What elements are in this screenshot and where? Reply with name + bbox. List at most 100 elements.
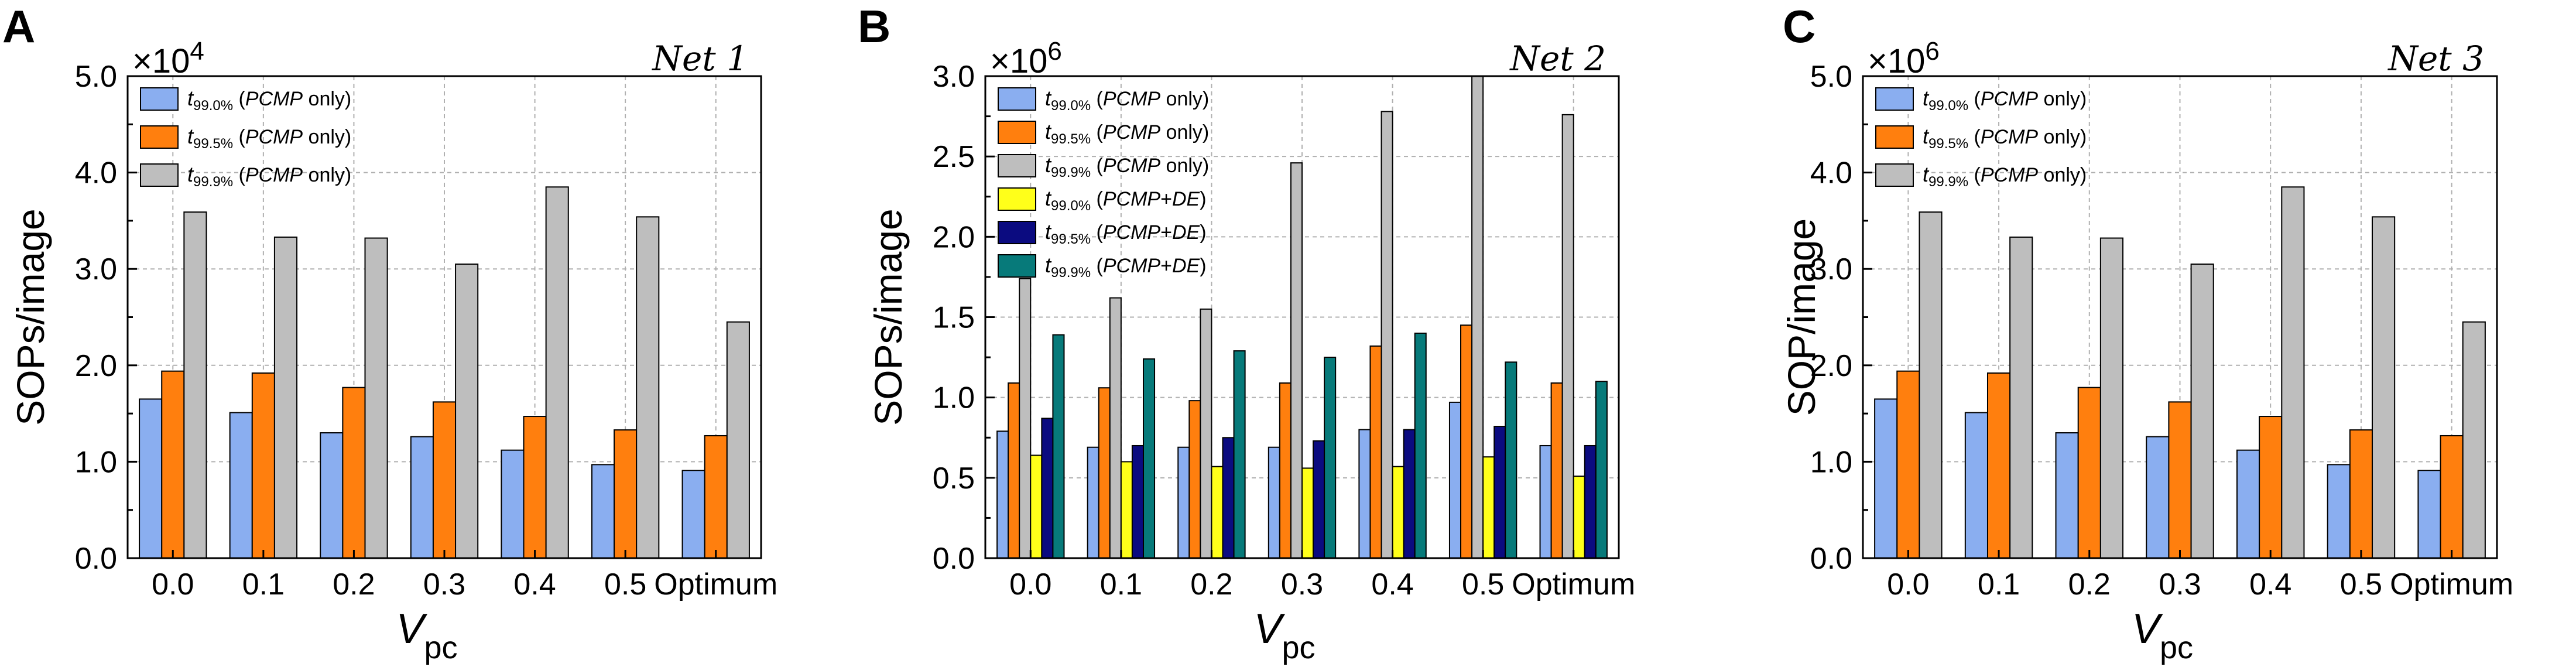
legend-label: t99.0% (PCMP only) bbox=[187, 86, 351, 114]
multiplier-base: ×10 bbox=[1868, 42, 1925, 80]
bar-0.3-s3 bbox=[1290, 162, 1303, 559]
bar-0.2-s2 bbox=[1188, 400, 1201, 559]
panel-letter: A bbox=[2, 1, 35, 52]
legend-only: only bbox=[2038, 88, 2080, 110]
legend-t: t bbox=[187, 86, 194, 110]
axis-multiplier: ×106 bbox=[990, 37, 1062, 80]
x-tick-label: 0.5 bbox=[1462, 568, 1504, 601]
legend-paren-close: ) bbox=[2080, 126, 2087, 148]
bar-0.0-s1 bbox=[996, 430, 1009, 559]
y-tick-label: 1.0 bbox=[1810, 445, 1852, 479]
legend-de: DE bbox=[1172, 188, 1200, 210]
legend-t: t bbox=[1045, 119, 1052, 143]
bar-0.3-s1 bbox=[1268, 446, 1280, 559]
bar-0.0-s2 bbox=[161, 370, 185, 559]
bar-0.0-s1 bbox=[1874, 398, 1898, 559]
x-axis-label-main: V bbox=[1253, 606, 1285, 652]
y-tick-label: 1.0 bbox=[75, 445, 117, 479]
legend-only: only bbox=[1160, 121, 1203, 143]
x-axis-label: Vpc bbox=[1253, 606, 1315, 665]
bar-0.3-s1 bbox=[410, 436, 434, 559]
bar-0.2-s1 bbox=[320, 432, 344, 559]
legend-paren-close: ) bbox=[2080, 164, 2087, 186]
legend-swatch bbox=[1875, 87, 1914, 111]
bar-0.4-s3 bbox=[1381, 111, 1393, 559]
bar-optimum-s1 bbox=[1539, 445, 1552, 559]
legend-label: t99.9% (PCMP+DE) bbox=[1045, 253, 1207, 281]
legend-label: t99.5% (PCMP only) bbox=[1045, 119, 1209, 147]
y-tick-label: 2.5 bbox=[933, 140, 975, 174]
legend-paren: ( bbox=[1968, 126, 1981, 148]
legend-paren: ( bbox=[233, 88, 245, 110]
legend-paren-close: ) bbox=[1203, 88, 1209, 110]
bar-0.3-s5 bbox=[1313, 440, 1325, 559]
multiplier-exponent: 6 bbox=[1047, 37, 1061, 66]
bar-0.4-s3 bbox=[545, 186, 569, 559]
bar-0.0-s3 bbox=[1019, 278, 1032, 559]
bar-0.0-s2 bbox=[1896, 370, 1920, 559]
legend-paren-close: ) bbox=[1200, 255, 1206, 277]
legend-paren: ( bbox=[1968, 88, 1981, 110]
legend-t: t bbox=[1045, 86, 1052, 110]
legend-only: only bbox=[303, 126, 345, 148]
y-tick-label: 5.0 bbox=[1810, 60, 1852, 94]
bar-0.4-s2 bbox=[523, 416, 547, 559]
legend-t: t bbox=[187, 162, 194, 186]
x-axis-label-sub: pc bbox=[2160, 630, 2193, 665]
bar-0.5-s4 bbox=[1482, 456, 1495, 559]
x-axis-label: Vpc bbox=[396, 606, 457, 665]
legend-plus: + bbox=[1160, 188, 1172, 210]
bar-0.5-s3 bbox=[2372, 216, 2396, 559]
bar-0.0-s3 bbox=[183, 211, 207, 559]
bar-0.1-s6 bbox=[1142, 358, 1156, 559]
legend-paren: ( bbox=[1968, 164, 1981, 186]
bar-0.2-s1 bbox=[2055, 432, 2079, 559]
net-label: Net 3 bbox=[2387, 39, 2484, 78]
bar-0.5-s2 bbox=[1460, 324, 1473, 559]
bar-0.3-s6 bbox=[1324, 357, 1337, 559]
bar-0.0-s1 bbox=[139, 398, 163, 559]
legend-paren-close: ) bbox=[345, 126, 351, 148]
legend: t99.0% (PCMP only)t99.5% (PCMP only)t99.… bbox=[998, 86, 1209, 281]
x-tick-label: 0.4 bbox=[2249, 568, 2291, 601]
panel-b: 0.00.51.01.52.02.53.00.0 0.1 0.2 0.3 0.4 0.5 O… bbox=[858, 1, 1635, 665]
bar-0.5-s3 bbox=[636, 216, 660, 559]
panel-letter: B bbox=[858, 1, 890, 52]
y-axis-label: SOP/image bbox=[1780, 218, 1823, 416]
bar-0.5-s1 bbox=[1448, 401, 1462, 559]
x-tick-label: Optimum bbox=[654, 568, 777, 601]
legend-pcmp: PCMP bbox=[1103, 221, 1161, 244]
legend-sub: 99.5% bbox=[1928, 136, 1968, 152]
bar-0.1-s1 bbox=[1964, 412, 1988, 559]
legend-pcmp: PCMP bbox=[1103, 255, 1161, 277]
bar-optimum-s2 bbox=[1550, 382, 1563, 559]
legend: t99.0% (PCMP only)t99.5% (PCMP only)t99.… bbox=[140, 86, 351, 190]
bar-0.5-s3 bbox=[1471, 76, 1484, 559]
y-tick-label: 0.0 bbox=[75, 542, 117, 576]
y-tick-label: 1.0 bbox=[933, 381, 975, 415]
legend-plus: + bbox=[1160, 221, 1172, 244]
legend-t: t bbox=[1045, 220, 1052, 244]
legend-sub: 99.9% bbox=[1051, 165, 1091, 180]
legend-paren: ( bbox=[1091, 255, 1103, 277]
legend-paren: ( bbox=[1091, 188, 1103, 210]
x-tick-label: 0.4 bbox=[1371, 568, 1413, 601]
panel-letter: C bbox=[1783, 1, 1815, 52]
y-tick-label: 5.0 bbox=[75, 60, 117, 94]
x-tick-label: 0.2 bbox=[2068, 568, 2111, 601]
bar-0.2-s2 bbox=[342, 387, 366, 559]
x-tick-label: Optimum bbox=[1512, 568, 1635, 601]
bar-0.5-s5 bbox=[1493, 426, 1506, 559]
legend-swatch bbox=[1875, 125, 1914, 149]
x-tick-label: 0.1 bbox=[1100, 568, 1142, 601]
bar-0.4-s1 bbox=[1358, 429, 1371, 559]
x-axis-label-sub: pc bbox=[424, 630, 457, 665]
legend-sub: 99.5% bbox=[193, 136, 233, 152]
bar-0.1-s2 bbox=[1098, 387, 1111, 559]
x-tick-label: 0.5 bbox=[2340, 568, 2382, 601]
legend-sub: 99.0% bbox=[1051, 98, 1091, 114]
x-axis-label-sub: pc bbox=[1282, 630, 1315, 665]
bar-0.3-s2 bbox=[432, 401, 457, 559]
bar-0.4-s3 bbox=[2281, 186, 2305, 559]
